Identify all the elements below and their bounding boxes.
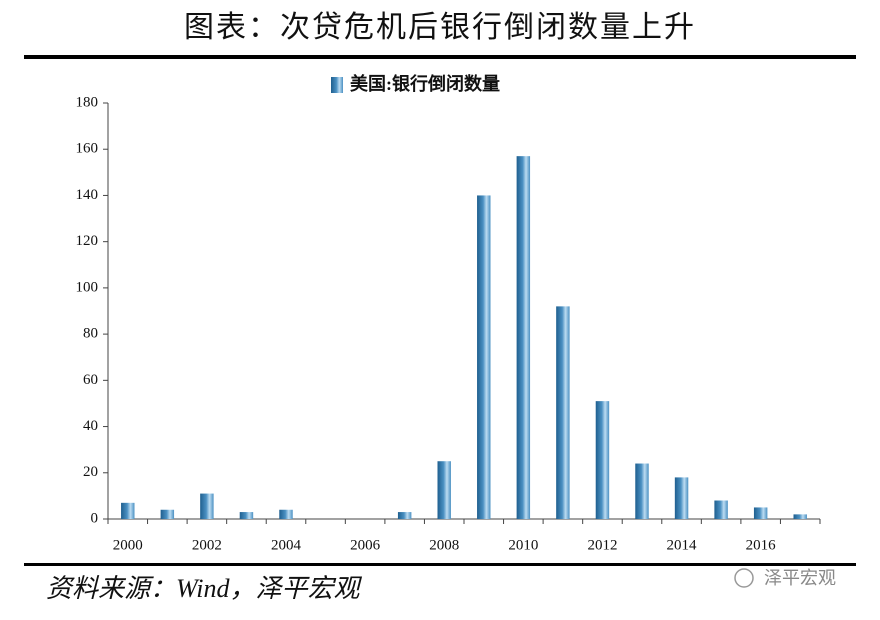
- y-tick-label: 60: [83, 372, 98, 388]
- y-tick-label: 20: [83, 464, 98, 480]
- bar: [793, 514, 807, 519]
- bar: [397, 512, 412, 519]
- y-tick-label: 120: [76, 233, 99, 249]
- legend-swatch: [331, 77, 343, 93]
- chart-title: 图表：次贷危机后银行倒闭数量上升: [184, 11, 696, 44]
- watermark: 泽平宏观: [764, 568, 836, 589]
- bar: [200, 493, 214, 519]
- bar: [477, 195, 491, 519]
- y-tick-label: 180: [76, 94, 99, 110]
- x-tick-label: 2002: [192, 537, 222, 553]
- y-tick-label: 140: [76, 187, 99, 203]
- bar: [595, 401, 610, 519]
- legend-label: 美国:银行倒闭数量: [350, 73, 500, 94]
- source: 资料来源：Wind，泽平宏观: [46, 574, 362, 603]
- bar: [714, 500, 728, 519]
- bar: [239, 512, 254, 519]
- watermark-icon: [734, 568, 754, 588]
- bar: [279, 509, 293, 519]
- y-tick-label: 40: [83, 418, 98, 434]
- x-tick-label: 2008: [429, 537, 459, 553]
- bar: [121, 502, 135, 519]
- bar: [437, 461, 451, 519]
- bar: [516, 156, 531, 519]
- x-tick-label: 2006: [350, 537, 381, 553]
- x-tick-label: 2012: [587, 537, 617, 553]
- bar: [160, 509, 175, 519]
- bar: [753, 507, 768, 519]
- bar: [635, 463, 649, 519]
- bar: [674, 477, 689, 519]
- x-tick-label: 2016: [746, 537, 777, 553]
- y-tick-label: 100: [76, 279, 99, 295]
- y-tick-label: 160: [76, 141, 99, 157]
- title-rule: [24, 55, 856, 59]
- x-tick-label: 2010: [508, 537, 538, 553]
- x-tick-label: 2014: [667, 537, 698, 553]
- y-tick-label: 0: [91, 510, 99, 526]
- source-rule: [24, 563, 856, 566]
- y-tick-label: 80: [83, 326, 98, 342]
- bar: [556, 306, 570, 519]
- x-tick-label: 2000: [113, 537, 143, 553]
- x-tick-label: 2004: [271, 537, 302, 553]
